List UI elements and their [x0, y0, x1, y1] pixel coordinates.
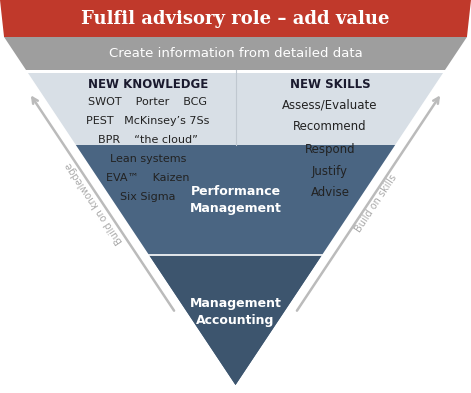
Polygon shape [149, 255, 322, 385]
Text: Performance
Management: Performance Management [189, 185, 282, 215]
Text: Build on skills: Build on skills [354, 172, 399, 234]
Text: Lean systems: Lean systems [110, 154, 186, 164]
Polygon shape [4, 37, 467, 70]
Text: Assess/Evaluate: Assess/Evaluate [282, 99, 378, 112]
Text: Six Sigma: Six Sigma [120, 192, 176, 202]
Text: EVA™    Kaizen: EVA™ Kaizen [106, 173, 190, 183]
Text: Management
Accounting: Management Accounting [189, 297, 282, 327]
Text: SWOT    Porter    BCG: SWOT Porter BCG [89, 97, 208, 107]
Text: NEW KNOWLEDGE: NEW KNOWLEDGE [88, 79, 208, 92]
Polygon shape [28, 73, 443, 385]
Text: Fulfil advisory role – add value: Fulfil advisory role – add value [81, 9, 390, 28]
Text: Recommend: Recommend [293, 121, 367, 134]
Text: Respond: Respond [305, 143, 355, 156]
Polygon shape [76, 145, 395, 385]
Text: Justify: Justify [312, 165, 348, 178]
Text: NEW SKILLS: NEW SKILLS [290, 79, 370, 92]
Text: Advise: Advise [310, 187, 349, 200]
Text: BPR    “the cloud”: BPR “the cloud” [98, 135, 198, 145]
Text: PEST   McKinsey’s 7Ss: PEST McKinsey’s 7Ss [86, 116, 210, 126]
Text: Create information from detailed data: Create information from detailed data [109, 47, 362, 60]
Text: Build on knowledge: Build on knowledge [64, 160, 125, 246]
Polygon shape [0, 0, 471, 37]
